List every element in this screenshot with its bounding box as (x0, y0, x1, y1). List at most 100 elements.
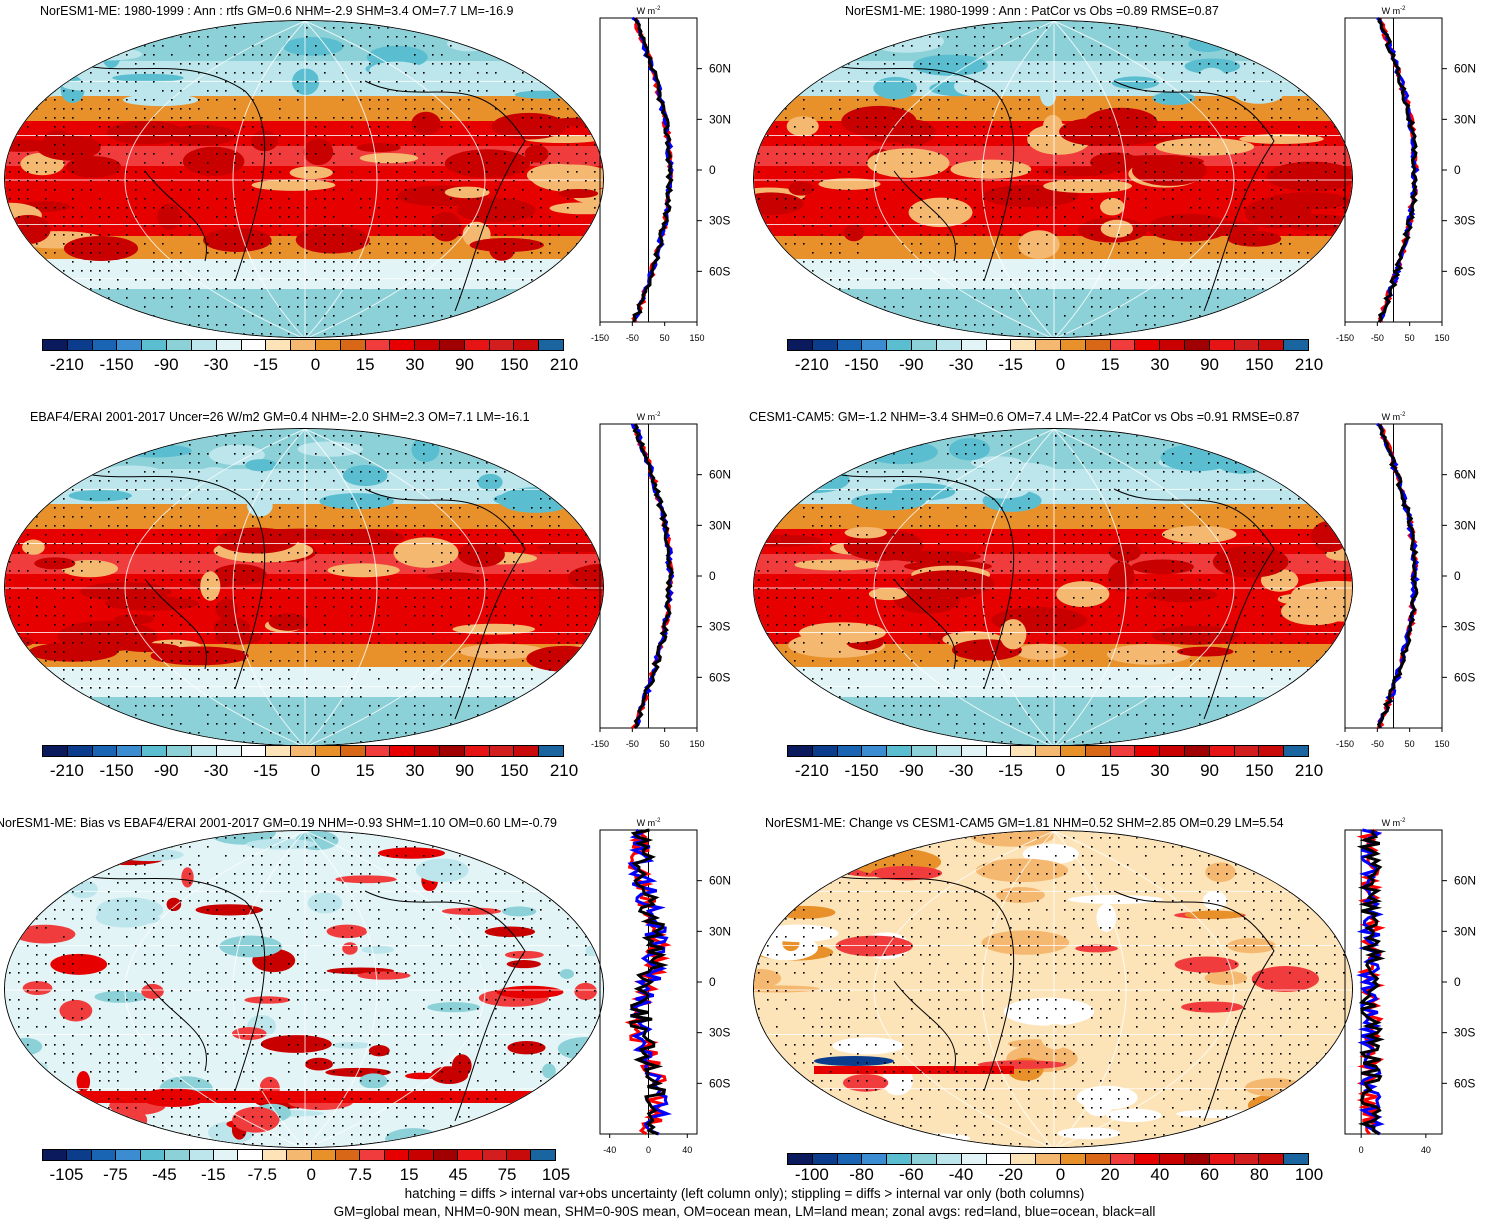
field-anomaly (870, 865, 943, 881)
colorbar-swatch (390, 746, 416, 756)
colorbar-tick-label: 60 (1200, 1165, 1220, 1184)
lat-tick-label: 30S (1454, 1026, 1475, 1040)
x-tick-label: -150 (591, 333, 609, 343)
field-anomaly (63, 235, 139, 262)
colorbar-tick-label: -15 (998, 355, 1023, 374)
field-anomaly (59, 999, 93, 1022)
field-anomaly (864, 440, 938, 465)
colorbar (787, 339, 1309, 351)
field-anomaly (1281, 597, 1349, 626)
colorbar-swatch (315, 340, 341, 350)
panel-1: NorESM1-ME: 1980-1999 : Ann : PatCor vs … (745, 0, 1489, 406)
colorbar-tick-label: 0 (306, 1165, 316, 1184)
stippling (9, 837, 603, 1145)
colorbar-tick-label: -75 (103, 1165, 128, 1184)
colorbar-swatch (238, 1150, 263, 1160)
map-field (5, 429, 603, 745)
field-anomaly (447, 35, 492, 52)
lat-tick-label: 60S (709, 670, 730, 684)
field-anomaly (835, 935, 913, 957)
field-anomaly (335, 875, 398, 884)
field-anomaly (844, 526, 887, 539)
colorbar-swatch (986, 746, 1012, 756)
colorbar-swatch (189, 1150, 214, 1160)
zonal-frame (1344, 829, 1443, 1135)
colorbar-tick-label: 15 (355, 355, 375, 374)
field-anomaly (232, 1106, 280, 1133)
colorbar-swatch (165, 1150, 190, 1160)
field-anomaly (545, 442, 583, 462)
field-anomaly (496, 985, 564, 999)
field-anomaly (1111, 76, 1160, 90)
field-anomaly (1270, 1129, 1304, 1147)
meridian-line (981, 831, 1055, 1147)
field-anomaly (585, 945, 600, 957)
field-anomaly (1155, 137, 1255, 156)
field-anomaly (318, 66, 337, 87)
colorbar-swatch (936, 1154, 962, 1164)
colorbar-tick-label: 210 (1294, 355, 1324, 374)
panel-title: EBAF4/ERAI 2001-2017 Uncer=26 W/m2 GM=0.… (30, 410, 530, 424)
colorbar-swatch (1259, 746, 1285, 756)
field-anomaly (844, 833, 934, 845)
colorbar (42, 1149, 556, 1161)
map (4, 20, 604, 338)
colorbar (42, 339, 564, 351)
colorbar-tick-label: 90 (455, 355, 475, 374)
field-anomaly (36, 134, 101, 161)
colorbar-swatch (482, 1150, 508, 1160)
colorbar-tick-label: -15 (253, 355, 278, 374)
meridian-line (232, 21, 306, 337)
field-anomaly (9, 1037, 43, 1056)
colorbar-tick-label: 210 (549, 355, 579, 374)
colorbar-swatch (812, 340, 838, 350)
colorbar-swatch (1185, 1154, 1210, 1164)
field-region (754, 289, 1352, 337)
colorbar-swatch (92, 340, 118, 350)
colorbar-swatch (433, 1150, 459, 1160)
field-anomaly (430, 211, 462, 242)
field-anomaly (94, 990, 147, 1003)
field-anomaly (122, 93, 199, 107)
meridian-line (1053, 831, 1127, 1147)
field-anomaly (1018, 230, 1060, 259)
field-anomaly (456, 198, 536, 223)
colorbar-swatch (213, 1150, 239, 1160)
field-anomaly (200, 571, 221, 601)
field-anomaly (1132, 154, 1207, 186)
colorbar-tick-label: 45 (448, 1165, 468, 1184)
colorbar-tick-label: 90 (1200, 761, 1220, 780)
field-anomaly (457, 541, 505, 568)
field-anomaly (549, 202, 603, 215)
field-anomaly (32, 1062, 49, 1075)
colorbar-tick-label: -90 (153, 761, 179, 780)
meridian-line (304, 21, 486, 337)
lat-tick-label: 30S (709, 1026, 730, 1040)
zonal-mean-plot: W m-2 60N 30N 0 30S 60S 0 40 (1344, 818, 1476, 1155)
colorbar-swatch (539, 340, 564, 350)
x-tick-label: 150 (1434, 333, 1449, 343)
field-anomaly (22, 539, 45, 555)
colorbar-swatch (1259, 1154, 1285, 1164)
colorbar-tick-label: 90 (1200, 355, 1220, 374)
field-anomaly (832, 1037, 904, 1055)
colorbar (787, 745, 1309, 757)
meridian-line (981, 21, 1055, 337)
colorbar-tick-label: 20 (1100, 1165, 1120, 1184)
field-anomaly (117, 444, 192, 458)
colorbar-swatch (489, 746, 515, 756)
x-tick-label: 0 (1359, 1145, 1364, 1155)
field-anomaly (166, 897, 182, 912)
colorbar-tick-label: -30 (203, 761, 229, 780)
meridian-line (1053, 21, 1127, 337)
field-anomaly (818, 178, 881, 190)
field-anomaly (49, 885, 70, 896)
meridian-line (1053, 21, 1235, 337)
field-anomaly (566, 882, 603, 904)
x-tick-label: -150 (1336, 333, 1354, 343)
zonal-line-all (1377, 17, 1418, 323)
coastline (813, 60, 1275, 312)
x-tick-label: -50 (626, 333, 639, 343)
colorbar-tick-label: 90 (455, 761, 475, 780)
field-anomaly (361, 945, 394, 954)
